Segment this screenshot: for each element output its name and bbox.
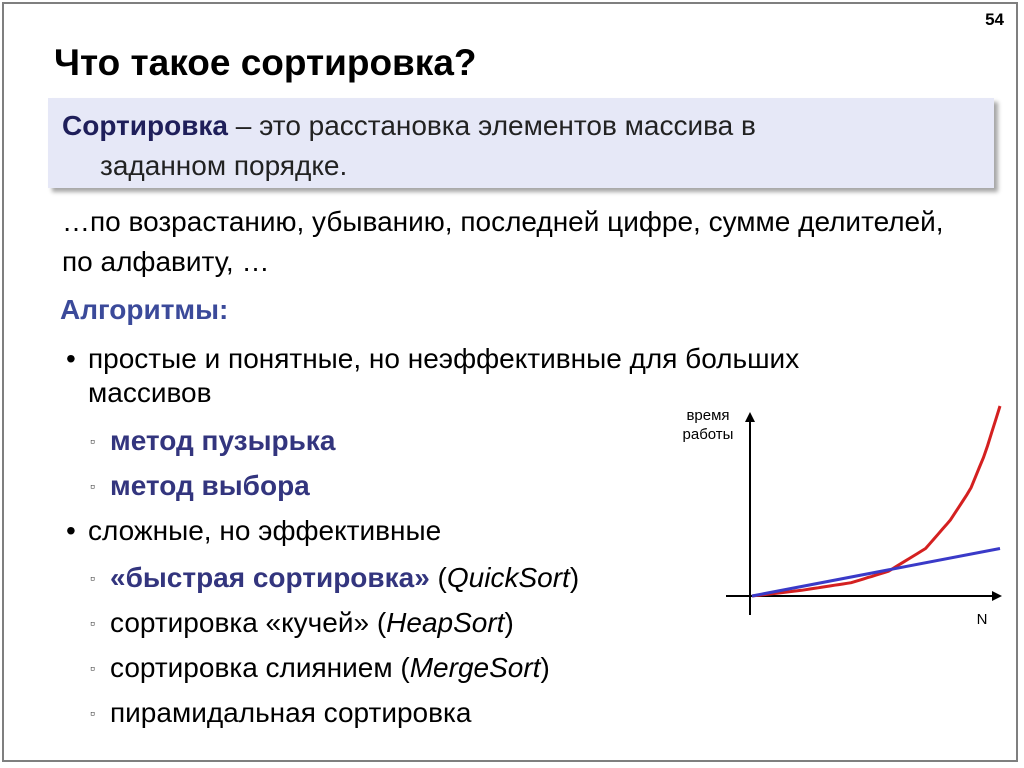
page-title: Что такое сортировка? [54, 42, 477, 83]
group-simple: • простые и понятные, но неэффективные дл… [66, 342, 799, 410]
square-bullet-icon: ▫ [90, 615, 95, 631]
bullet-dot: • [66, 515, 76, 546]
item-tail: ) [504, 607, 514, 638]
definition-line-1: Сортировка – это расстановка элементов м… [62, 106, 980, 146]
list-item: ▫ сортировка слиянием (MergeSort) [90, 651, 550, 685]
group-label: сложные, но эффективные [88, 515, 442, 546]
item-plain: пирамидальная сортировка [110, 697, 472, 728]
square-bullet-icon: ▫ [90, 705, 95, 721]
y-axis-label-line-2: работы [683, 426, 734, 443]
algorithms-heading: Алгоритмы: [60, 294, 229, 325]
square-bullet-icon: ▫ [90, 660, 95, 676]
item-plain: ( [429, 562, 447, 593]
definition-term: Сортировка [62, 110, 228, 141]
list-item: ▫ «быстрая сортировка» (QuickSort) [90, 561, 579, 595]
group-label-cont: массивов [88, 377, 212, 408]
definition-text: – это расстановка элементов массива в [228, 110, 756, 141]
item-plain: сортировка «кучей» ( [110, 607, 387, 638]
list-item: ▫ пирамидальная сортировка [90, 696, 471, 730]
group-complex: • сложные, но эффективные [66, 514, 441, 548]
list-item: ▫ сортировка «кучей» (HeapSort) [90, 606, 514, 640]
x-axis-label: N [977, 611, 988, 628]
group-label: простые и понятные, но неэффективные для… [88, 343, 800, 374]
square-bullet-icon: ▫ [90, 570, 95, 586]
item-tail: ) [569, 562, 580, 593]
item-bold: метод пузырька [110, 425, 336, 456]
definition-box: Сортировка – это расстановка элементов м… [48, 98, 994, 188]
item-bold: метод выбора [110, 470, 310, 501]
square-bullet-icon: ▫ [90, 433, 95, 449]
item-plain: сортировка слиянием ( [110, 652, 410, 683]
complexity-chart: время работы N [683, 405, 1002, 628]
item-tail: ) [540, 652, 550, 683]
series-line-red [751, 405, 1002, 598]
item-italic: HeapSort [386, 607, 505, 638]
bullet-dot: • [66, 343, 76, 374]
square-bullet-icon: ▫ [90, 478, 95, 494]
series-line-blue [751, 547, 1001, 598]
y-axis-label-line-1: время [686, 407, 729, 424]
page-number: 54 [985, 10, 1004, 29]
item-italic: QuickSort [446, 562, 570, 593]
definition-line-2: заданном порядке. [100, 150, 348, 181]
item-italic: MergeSort [409, 652, 541, 683]
list-item: ▫ метод выбора [90, 469, 310, 503]
item-bold: «быстрая сортировка» [110, 562, 430, 593]
sort-orders-text: …по возрастанию, убыванию, последней циф… [62, 206, 944, 277]
list-item: ▫ метод пузырька [90, 424, 335, 458]
